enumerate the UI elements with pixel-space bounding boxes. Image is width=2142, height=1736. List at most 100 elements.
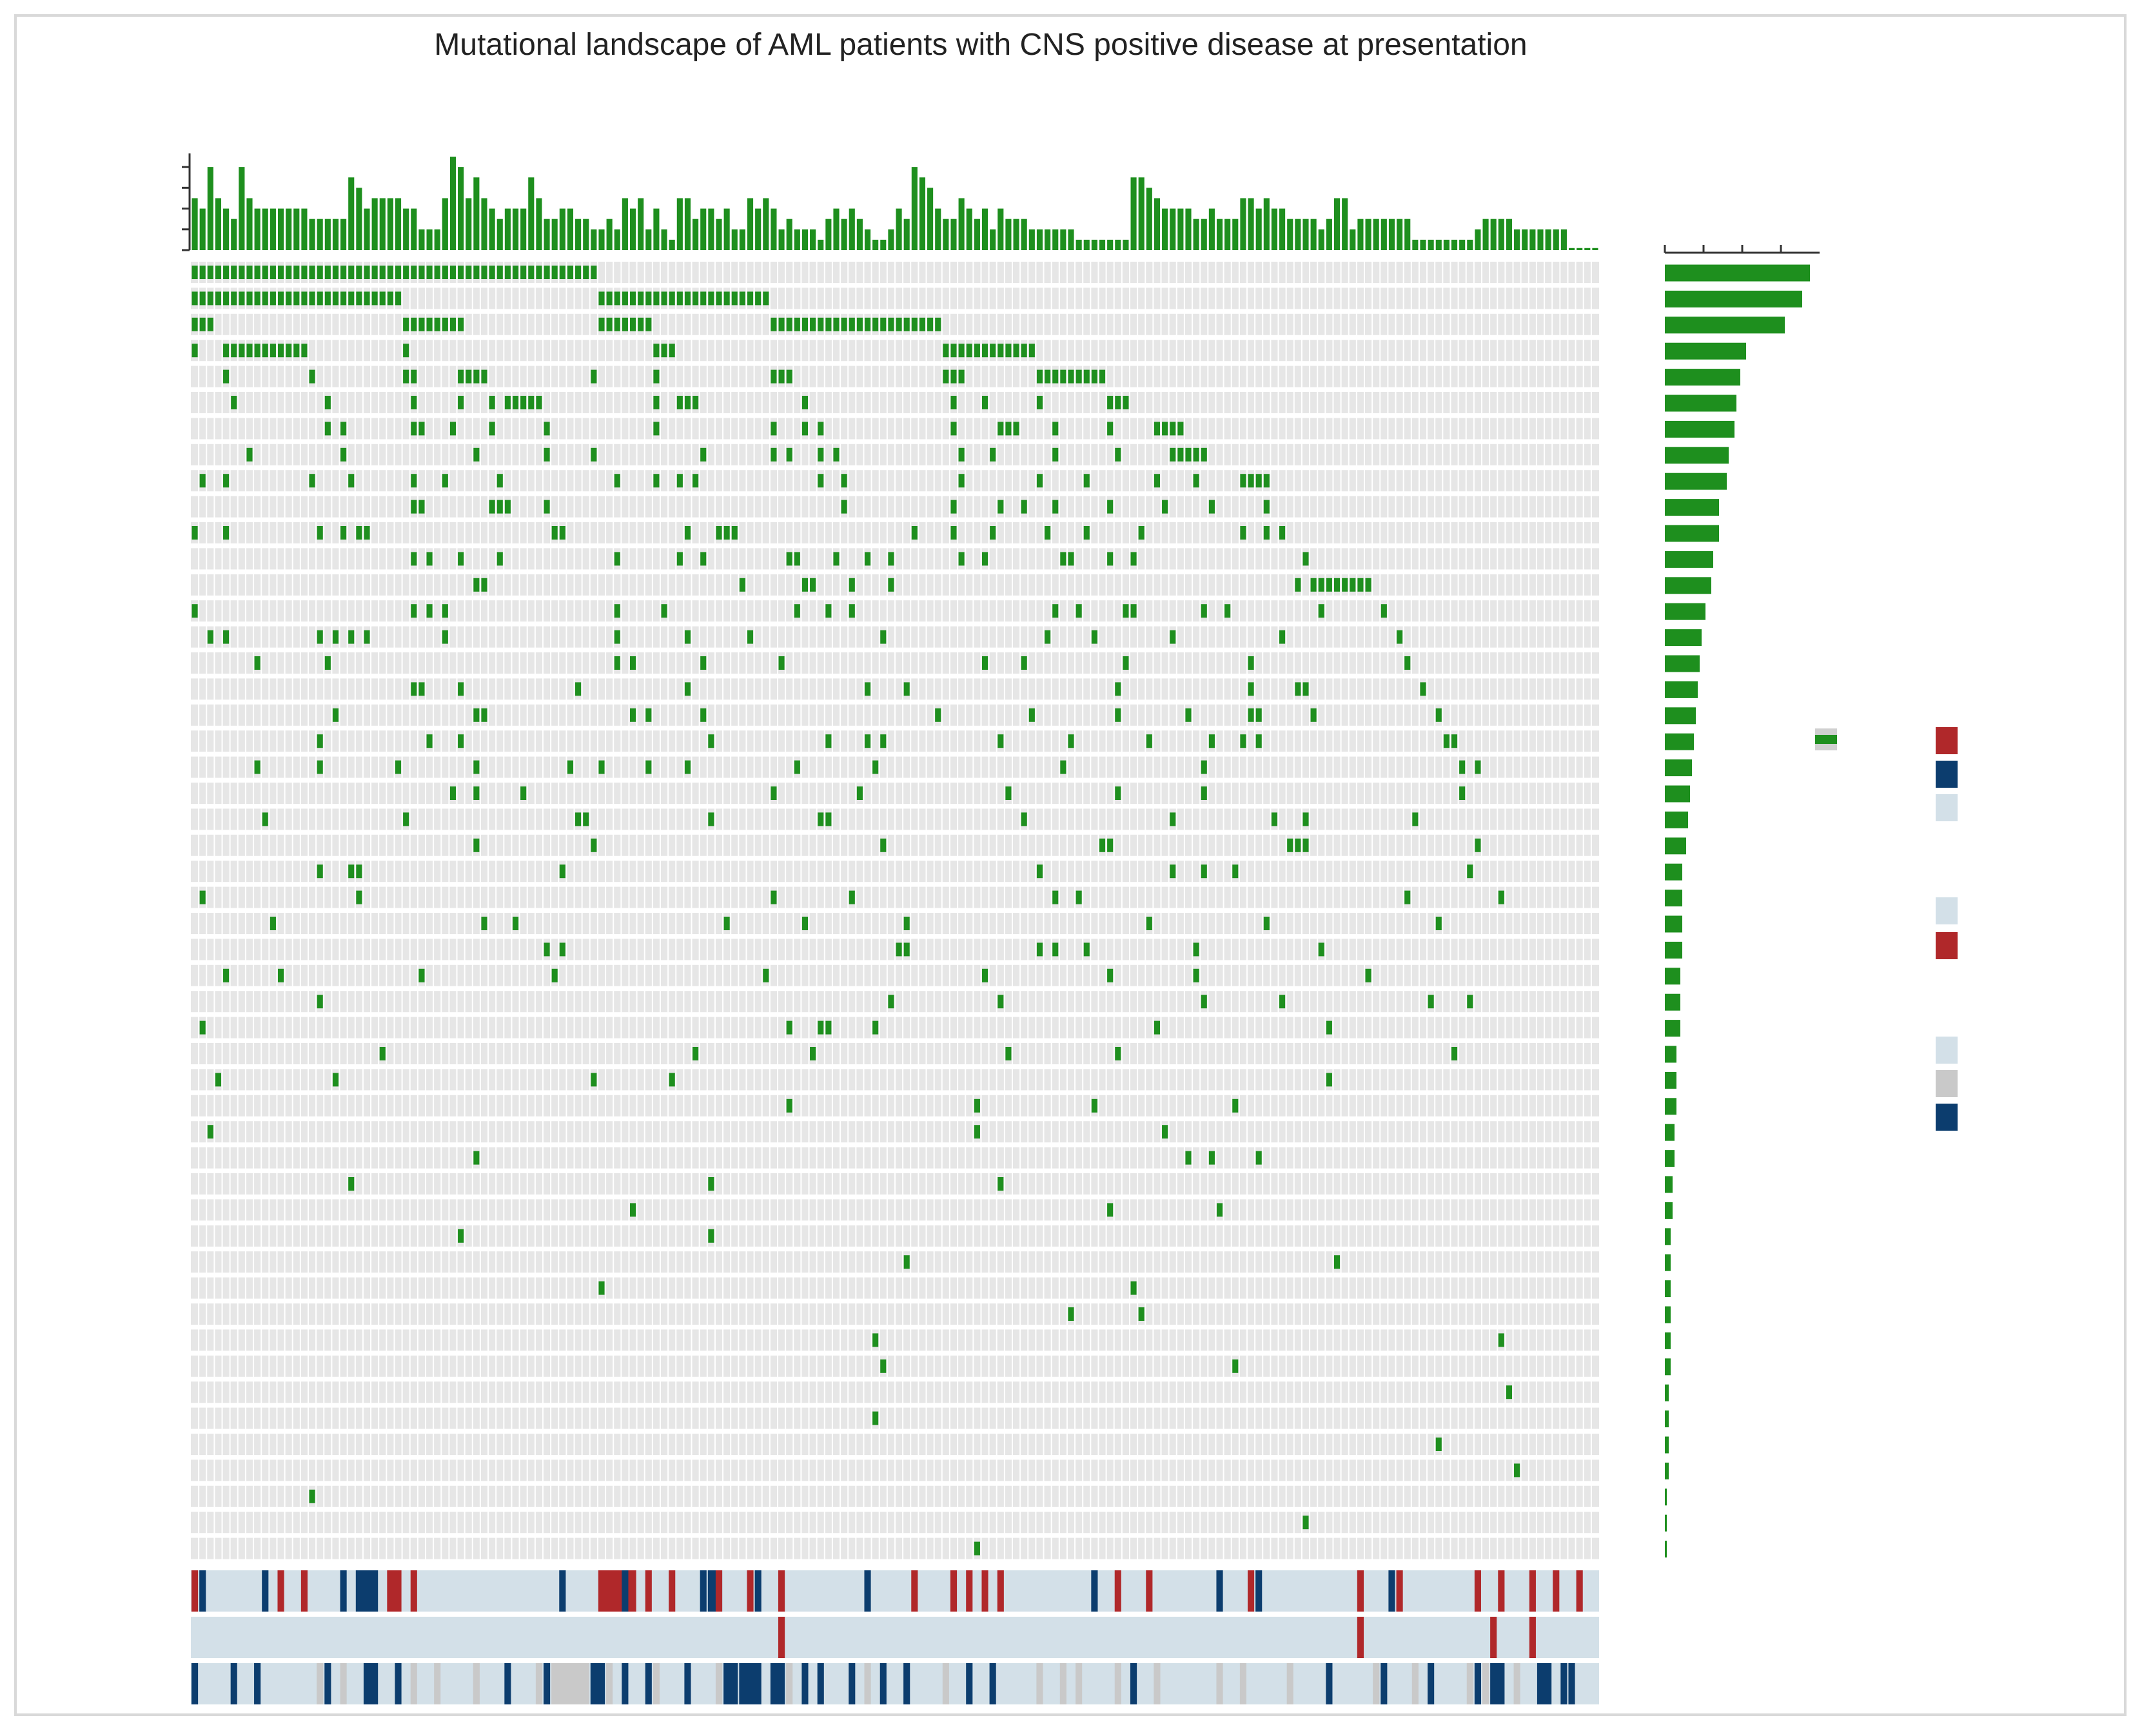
mutation-mark-22-141 [1295, 838, 1301, 852]
mutation-mark-2-0 [192, 317, 198, 331]
annotation-cell-0-13 [669, 1570, 676, 1612]
mutation-mark-22-88 [880, 838, 887, 852]
top-bar-89 [888, 229, 894, 250]
mutation-mark-14-16 [317, 630, 323, 644]
top-bar-127 [1185, 208, 1192, 250]
mutation-mark-0-48 [567, 266, 574, 279]
mutation-mark-0-46 [551, 266, 558, 279]
mutation-mark-30-104 [1005, 1047, 1012, 1060]
top-bar-82 [833, 208, 840, 250]
mutation-mark-0-37 [481, 266, 487, 279]
mutation-mark-6-38 [489, 422, 495, 436]
top-bar-142 [1302, 219, 1309, 250]
mutation-mark-6-124 [1162, 422, 1168, 436]
gene-count-bar-24 [1665, 890, 1682, 907]
mutation-mark-1-24 [379, 291, 386, 306]
annotation-cell-2-27 [817, 1663, 824, 1704]
mutation-mark-25-10 [270, 917, 276, 930]
annotation-cell-2-32 [942, 1663, 949, 1704]
top-bar-35 [466, 198, 472, 250]
top-bar-146 [1333, 198, 1341, 250]
mutation-mark-17-36 [473, 708, 480, 722]
mutation-mark-31-61 [669, 1073, 675, 1087]
top-bar-133 [1232, 219, 1239, 250]
mutation-mark-14-32 [442, 630, 448, 644]
gene-count-bar-22 [1665, 837, 1686, 855]
mutation-mark-5-41 [512, 396, 519, 409]
mutation-mark-23-133 [1232, 864, 1239, 879]
mutation-mark-10-68 [723, 526, 730, 540]
mutation-mark-16-118 [1115, 682, 1121, 696]
top-bar-13 [293, 208, 300, 250]
top-bar-50 [583, 219, 589, 250]
mutation-mark-17-18 [332, 708, 339, 722]
mutation-mark-13-32 [442, 604, 448, 618]
annotation-cell-2-55 [1560, 1663, 1567, 1704]
annotation-cell-2-21 [715, 1663, 723, 1704]
mutation-mark-10-92 [911, 526, 918, 540]
mutation-mark-0-28 [411, 266, 417, 279]
mutation-mark-10-114 [1083, 526, 1090, 540]
top-bar-144 [1318, 229, 1324, 250]
mutation-mark-8-62 [676, 474, 683, 488]
mutation-mark-17-58 [645, 708, 652, 722]
mutation-mark-21-49 [575, 812, 582, 826]
mutation-mark-27-11 [277, 968, 284, 982]
top-bar-165 [1482, 219, 1489, 250]
annotation-cell-2-56 [1568, 1663, 1575, 1704]
mutation-mark-15-119 [1123, 656, 1129, 670]
gene-count-bar-34 [1665, 1150, 1675, 1167]
mutation-mark-4-111 [1060, 369, 1066, 384]
mutation-mark-1-71 [747, 291, 754, 306]
mutation-mark-10-16 [317, 526, 323, 540]
mutation-mark-9-124 [1162, 500, 1168, 514]
top-bar-155 [1404, 219, 1411, 250]
mutation-mark-7-128 [1193, 447, 1199, 462]
top-bar-78 [801, 229, 809, 250]
mutation-mark-0-32 [442, 266, 448, 279]
annotation-cell-2-45 [1373, 1663, 1380, 1704]
mutation-mark-32-76 [786, 1098, 792, 1113]
gene-count-bar-17 [1665, 707, 1696, 725]
annotation-cell-0-33 [1388, 1570, 1395, 1612]
annotation-cell-0-32 [1357, 1570, 1364, 1612]
mutation-mark-13-28 [411, 604, 417, 618]
mutation-mark-22-140 [1287, 838, 1293, 852]
mutation-mark-7-65 [700, 447, 707, 462]
mutation-mark-2-27 [403, 317, 409, 331]
top-bar-96 [943, 219, 949, 250]
mutation-mark-2-88 [880, 317, 887, 331]
top-bar-81 [825, 219, 832, 250]
mutation-mark-10-97 [950, 526, 957, 540]
mutation-mark-17-118 [1115, 708, 1121, 722]
top-bar-11 [277, 208, 284, 250]
top-bar-44 [536, 198, 542, 250]
mutation-mark-15-8 [254, 656, 260, 670]
top-bar-32 [442, 198, 448, 250]
mutation-mark-23-129 [1201, 864, 1207, 879]
mutation-mark-4-116 [1099, 369, 1106, 384]
mutation-mark-8-98 [958, 474, 965, 488]
mutation-mark-34-136 [1255, 1151, 1262, 1165]
mutation-mark-2-90 [896, 317, 902, 331]
mutation-mark-26-91 [903, 942, 910, 957]
annotation-cell-0-20 [864, 1570, 871, 1612]
mutation-mark-0-20 [348, 266, 355, 279]
mutation-mark-14-22 [364, 630, 370, 644]
mutation-mark-18-81 [825, 734, 832, 748]
mutation-mark-3-59 [653, 344, 660, 358]
top-bar-79 [810, 229, 816, 250]
mutation-mark-1-19 [340, 291, 347, 306]
mutation-mark-18-112 [1068, 734, 1074, 748]
mutation-mark-24-1 [199, 890, 206, 904]
mutation-mark-13-81 [825, 604, 832, 618]
mutation-mark-38-91 [903, 1255, 910, 1269]
mutation-mark-13-60 [661, 604, 667, 618]
mutation-mark-10-0 [192, 526, 198, 540]
gene-count-bar-10 [1665, 525, 1719, 542]
mutation-mark-19-63 [684, 760, 691, 774]
mutation-mark-11-117 [1107, 552, 1114, 566]
mutation-mark-2-86 [864, 317, 871, 331]
mutation-mark-17-65 [700, 708, 707, 722]
mutation-mark-0-31 [434, 266, 440, 279]
